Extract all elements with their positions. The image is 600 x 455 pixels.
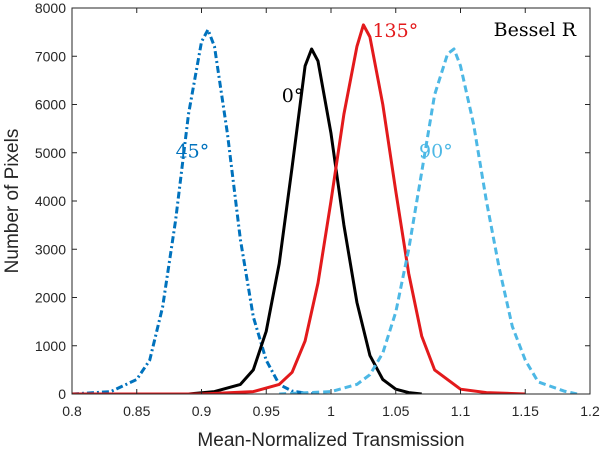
x-tick-label: 1 [327, 403, 335, 419]
x-tick-label: 1.1 [451, 403, 471, 419]
y-tick-label: 2000 [35, 290, 66, 306]
x-tick-label: 0.95 [253, 403, 280, 419]
y-tick-label: 7000 [35, 48, 66, 64]
annotation-layer: 45° 0° 135° 90° [176, 20, 453, 163]
x-tick-label: 1.2 [580, 403, 600, 419]
x-tick-label: 1.05 [382, 403, 409, 419]
series-line-0 [72, 28, 319, 394]
series-annotation: 45° [176, 141, 210, 163]
series-line-1 [188, 47, 422, 394]
x-tick-label: 1.15 [512, 403, 539, 419]
y-tick-label: 6000 [35, 97, 66, 113]
y-tick-label: 3000 [35, 241, 66, 257]
y-tick-label: 5000 [35, 145, 66, 161]
x-tick-label: 0.85 [123, 403, 150, 419]
ticks-layer: 0.8 0.85 0.9 0.95 1 1.05 1.1 1.15 1.2 0 1000 2000 30… [35, 0, 600, 419]
series-layer [72, 23, 578, 394]
series-annotation: 0° [282, 85, 304, 107]
y-tick-label: 8000 [35, 0, 66, 16]
y-tick-label: 1000 [35, 338, 66, 354]
y-tick-label: 4000 [35, 193, 66, 209]
x-tick-label: 0.8 [62, 403, 82, 419]
series-line-3 [279, 47, 578, 394]
x-tick-label: 0.9 [192, 403, 212, 419]
y-axis-title: Number of Pixels [2, 129, 23, 274]
series-annotation: 90° [419, 141, 453, 163]
panel-label: Bessel R [494, 19, 577, 41]
y-tick-label: 0 [58, 386, 66, 402]
series-annotation: 135° [372, 20, 418, 42]
x-axis-title: Mean-Normalized Transmission [197, 430, 464, 451]
series-line-2 [72, 23, 526, 394]
